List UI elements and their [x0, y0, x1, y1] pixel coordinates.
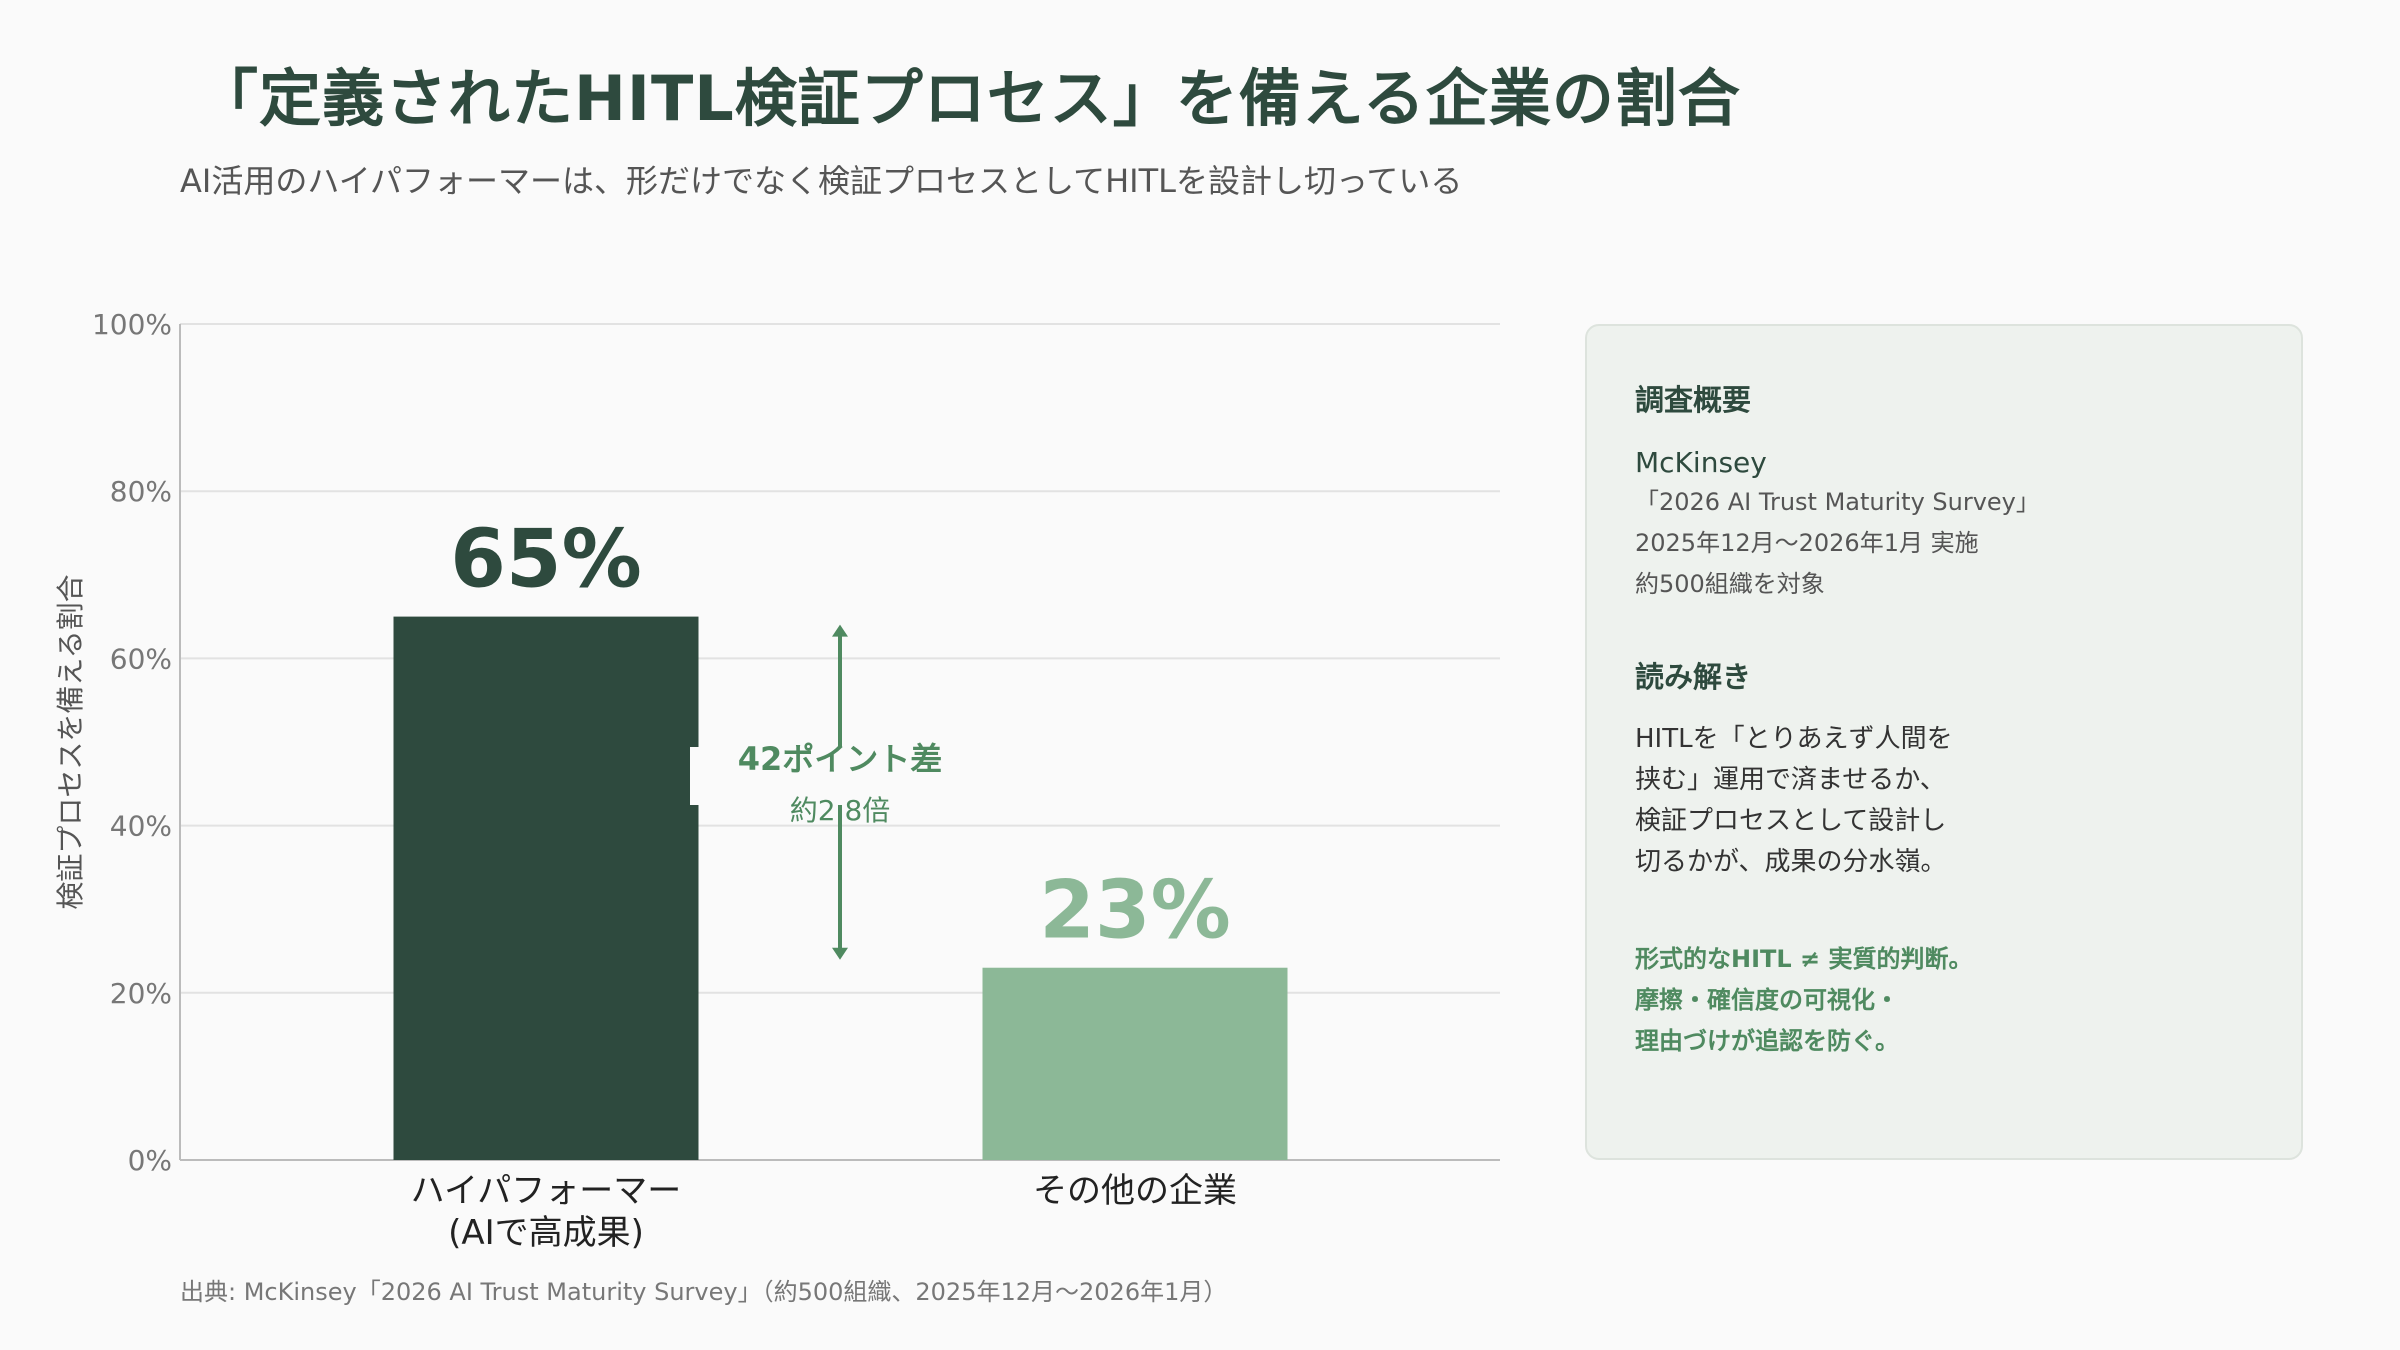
reading-heading: 読み解き [1635, 659, 1752, 694]
y-tick-label: 40% [110, 810, 172, 843]
survey-heading: 調査概要 [1635, 383, 1752, 417]
emphasis-line: 摩擦・確信度の可視化・ [1635, 986, 1899, 1015]
page-subtitle: AI活用のハイパフォーマーは、形だけでなく検証プロセスとしてHITLを設計し切っ… [180, 162, 1463, 200]
reading-line: HITLを「とりあえず人間を [1635, 724, 1953, 755]
reading-text: HITLを「とりあえず人間を 挟む」運用で済ませるか、 検証プロセスとして設計し… [1635, 719, 2253, 883]
emphasis-line: 形式的なHITL ≠ 実質的判断。 [1635, 945, 1973, 974]
x-tick-label: その他の企業 [1033, 1171, 1237, 1211]
emphasis-line: 理由づけが追認を防ぐ。 [1635, 1027, 1899, 1056]
reading-line: 切るかが、成果の分水嶺。 [1635, 847, 1947, 878]
y-tick-label: 100% [92, 308, 172, 341]
difference-label-bg [690, 747, 930, 805]
difference-arrow-head-up [832, 624, 848, 637]
bar [982, 967, 1288, 1160]
difference-arrow-head-down [832, 947, 848, 960]
bar-value-label: 23% [1039, 864, 1230, 957]
y-tick-label: 20% [110, 977, 172, 1010]
y-tick-label: 60% [110, 642, 172, 675]
survey-org: McKinsey [1635, 445, 1767, 479]
y-tick-label: 0% [128, 1144, 172, 1177]
survey-period: 2025年12月〜2026年1月 実施 [1635, 528, 1979, 557]
survey-info-panel: 調査概要 McKinsey 「2026 AI Trust Maturity Su… [1585, 324, 2303, 1160]
reading-line: 挟む」運用で済ませるか、 [1635, 765, 1946, 796]
bar-value-label: 65% [450, 513, 641, 606]
difference-ratio-label: 約2.8倍 [790, 794, 891, 827]
x-tick-label: ハイパフォーマー [411, 1171, 682, 1211]
survey-target: 約500組織を対象 [1635, 569, 1825, 598]
y-axis-label: 検証プロセスを備える割合 [54, 574, 87, 909]
emphasis-text: 形式的なHITL ≠ 実質的判断。 摩擦・確信度の可視化・ 理由づけが追認を防ぐ… [1635, 939, 2253, 1062]
survey-name: 「2026 AI Trust Maturity Survey」 [1635, 487, 2040, 516]
bar [393, 616, 699, 1160]
source-note: 出典: McKinsey「2026 AI Trust Maturity Surv… [180, 1278, 1228, 1306]
x-tick-label: (AIで高成果) [448, 1213, 644, 1253]
difference-label: 42ポイント差 [738, 740, 943, 778]
reading-line: 検証プロセスとして設計し [1635, 806, 1947, 837]
page-title: 「定義されたHITL検証プロセス」を備える企業の割合 [196, 62, 1741, 135]
y-tick-label: 80% [110, 475, 172, 508]
